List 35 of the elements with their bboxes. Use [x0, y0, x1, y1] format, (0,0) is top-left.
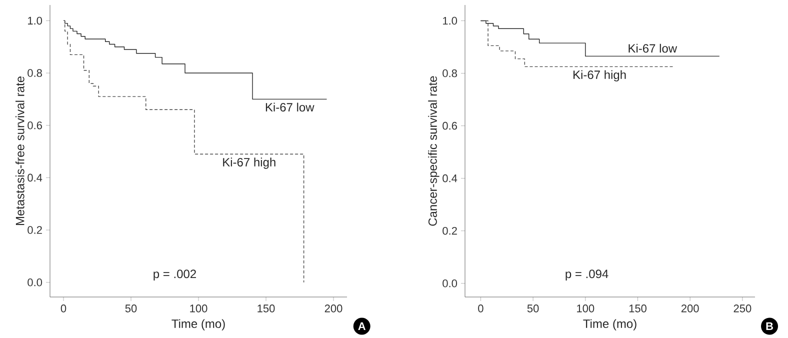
- y-tick-label: 1.0: [28, 16, 42, 25]
- x-tick-label: 100: [190, 304, 208, 312]
- text: A: [358, 322, 366, 330]
- y-tick-label: 0.4: [28, 174, 42, 182]
- text: B: [766, 322, 773, 330]
- y-tick-label: 0.6: [442, 122, 457, 130]
- x-axis-title: Time (mo): [172, 319, 225, 330]
- y-axis-title: Cancer-specific survival rate: [428, 76, 440, 226]
- annotation: p = .002: [154, 270, 196, 281]
- y-tick-label: 0.8: [442, 69, 457, 78]
- x-tick-label: 0: [60, 304, 66, 312]
- x-tick-label: 50: [527, 304, 539, 312]
- x-tick-label: 200: [324, 304, 342, 312]
- y-tick-label: 0.2: [28, 226, 42, 234]
- y-tick-label: 0.2: [442, 226, 457, 235]
- y-tick-label: 0.0: [442, 279, 458, 288]
- y-tick-label: 1.0: [443, 16, 458, 25]
- y-axis-title: Metastasis-free survival rate: [16, 76, 24, 226]
- y-tick-label: 0.0: [28, 278, 42, 286]
- x-tick-label: 250: [734, 304, 752, 312]
- y-tick-label: 0.6: [28, 121, 42, 130]
- x-tick-label: 50: [125, 304, 137, 312]
- x-tick-label: 100: [577, 304, 594, 312]
- annotation: p = .094: [566, 270, 608, 281]
- series-label: Ki-67 high: [574, 70, 626, 82]
- x-axis-title: Time (mo): [583, 319, 636, 330]
- x-tick-label: 150: [629, 304, 646, 312]
- series-label: Ki-67 low: [266, 102, 314, 112]
- y-tick-label: 0.4: [442, 174, 458, 182]
- series-label: Ki-67 low: [628, 44, 678, 53]
- x-tick-label: 150: [258, 304, 275, 312]
- y-tick-label: 0.8: [28, 69, 42, 77]
- x-tick-label: 0: [478, 304, 484, 312]
- x-tick-label: 200: [681, 304, 699, 312]
- series-label: Ki-67 high: [223, 158, 276, 169]
